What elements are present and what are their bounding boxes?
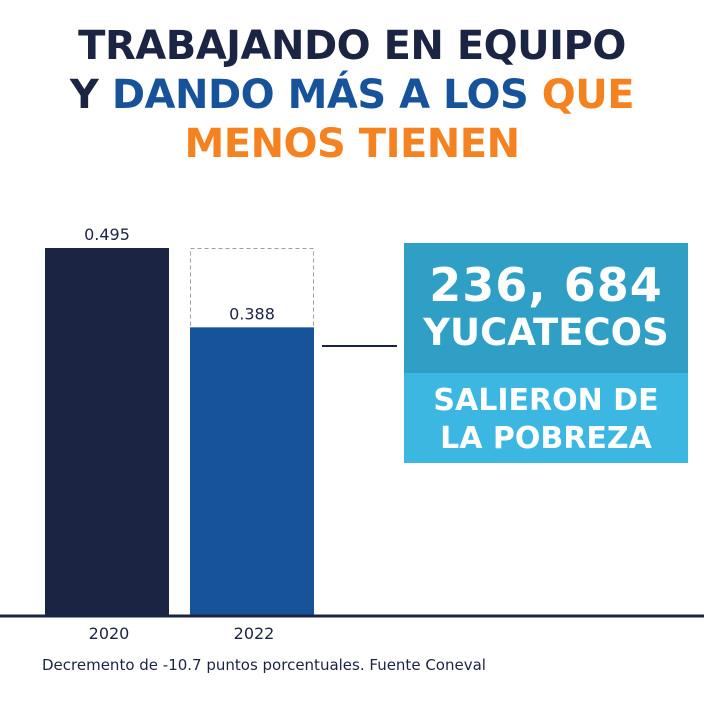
headline-segment: QUE [541, 72, 635, 118]
headline-segment: Y [69, 72, 112, 118]
callout-box: 236, 684 YUCATECOS SALIERON DE LA POBREZ… [404, 243, 688, 463]
callout-word: YUCATECOS [423, 311, 669, 354]
callout-bottom-panel: SALIERON DE LA POBREZA [404, 373, 688, 463]
footnote: Decremento de -10.7 puntos porcentuales.… [42, 656, 486, 674]
bar-2020 [45, 248, 169, 615]
callout-top-panel: 236, 684 YUCATECOS [404, 243, 688, 373]
value-label-2020: 0.495 [84, 225, 130, 244]
callout-number: 236, 684 [429, 258, 663, 312]
value-label-2022: 0.388 [229, 304, 275, 323]
headline-line-1: TRABAJANDO EN EQUIPO [0, 22, 704, 71]
headline: TRABAJANDO EN EQUIPO Y DANDO MÁS A LOS Q… [0, 22, 704, 169]
headline-segment: TRABAJANDO EN EQUIPO [78, 23, 626, 69]
bar-2022 [190, 327, 314, 615]
callout-line-2: LA POBREZA [440, 421, 652, 456]
headline-line-2: Y DANDO MÁS A LOS QUE [0, 71, 704, 120]
headline-segment: DANDO MÁS A LOS [111, 72, 542, 118]
category-label-2020: 2020 [89, 624, 130, 643]
headline-line-3: MENOS TIENEN [0, 120, 704, 169]
category-label-2022: 2022 [234, 624, 275, 643]
headline-segment: MENOS TIENEN [184, 121, 520, 167]
callout-line-1: SALIERON DE [433, 383, 659, 418]
